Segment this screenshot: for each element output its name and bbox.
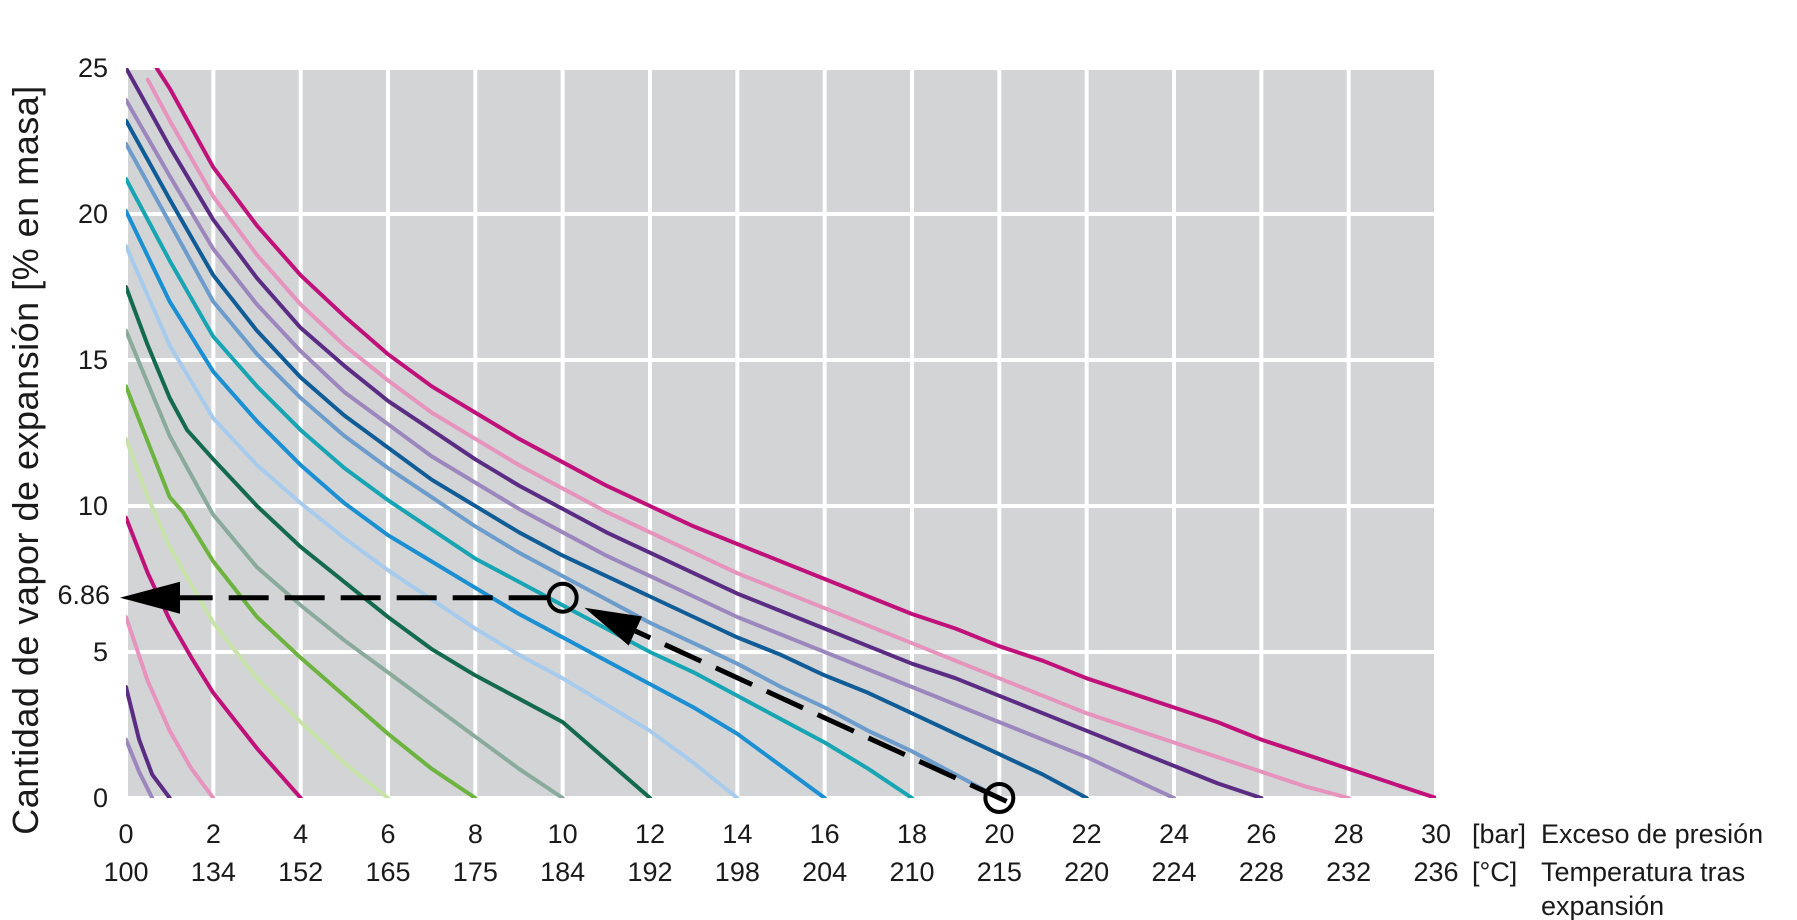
x-tick-4: 8: [468, 819, 483, 849]
x-tick-0: 0: [118, 819, 133, 849]
diagonal-arrowhead: [584, 607, 643, 646]
plot-background: [126, 68, 1436, 798]
x-tick-7: 14: [722, 819, 752, 849]
x-tick-6: 12: [635, 819, 665, 849]
y-tick-3: 15: [78, 345, 108, 375]
y-tick-4: 20: [78, 199, 108, 229]
series-line-11: [126, 141, 1002, 798]
x2-tick-5: 184: [540, 857, 585, 887]
x2-axis-label-line2: expansión: [1541, 891, 1664, 920]
x2-tick-7: 198: [715, 857, 760, 887]
series-line-1: [126, 737, 155, 798]
x2-tick-0: 100: [103, 857, 148, 887]
series-line-13: [126, 98, 1176, 798]
x-tick-15: 30: [1421, 819, 1451, 849]
x2-tick-14: 232: [1326, 857, 1371, 887]
x2-tick-10: 215: [977, 857, 1022, 887]
x2-axis-label-line1: Temperatura tras: [1541, 857, 1745, 887]
y-tick-labels: 0 5 10 15 20 25: [78, 53, 108, 813]
x-tick-3: 6: [380, 819, 395, 849]
x2-tick-8: 204: [802, 857, 847, 887]
x-tick-labels: 0 2 4 6 8 10 12 14 16 18 20 22 24 26 28 30: [118, 819, 1451, 849]
x2-tick-4: 175: [453, 857, 498, 887]
x-tick-13: 26: [1246, 819, 1276, 849]
horizontal-arrowhead: [120, 581, 180, 614]
x2-axis-unit: [°C]: [1472, 857, 1517, 887]
x2-tick-labels: 100 134 152 165 175 184 192 198 204 210 215 220 224 2…: [103, 857, 1458, 887]
series-line-0: [126, 685, 172, 798]
y-tick-1: 5: [93, 637, 108, 667]
x-tick-10: 20: [984, 819, 1014, 849]
x2-tick-12: 224: [1151, 857, 1196, 887]
series-line-7: [126, 285, 652, 798]
x-tick-9: 18: [897, 819, 927, 849]
x2-tick-15: 236: [1413, 857, 1458, 887]
x2-tick-6: 192: [627, 857, 672, 887]
x2-tick-2: 152: [278, 857, 323, 887]
x-tick-5: 10: [548, 819, 578, 849]
x2-tick-1: 134: [191, 857, 236, 887]
series-line-14: [126, 68, 1264, 798]
series-line-4: [126, 436, 390, 798]
x-tick-14: 28: [1334, 819, 1364, 849]
highlight-value-label: 6.86: [57, 580, 110, 610]
x-tick-12: 24: [1159, 819, 1189, 849]
series-line-3: [126, 515, 303, 798]
x2-tick-11: 220: [1064, 857, 1109, 887]
start-point-circle: [983, 782, 1016, 814]
series-line-2: [126, 615, 216, 798]
x-tick-11: 22: [1072, 819, 1102, 849]
series-line-6: [126, 328, 565, 798]
x-axis-label: Exceso de presión: [1541, 819, 1763, 849]
x-tick-2: 4: [293, 819, 308, 849]
x2-tick-9: 210: [889, 857, 934, 887]
y-tick-0: 0: [93, 783, 108, 813]
annotation-group: [120, 581, 1016, 814]
x2-tick-13: 228: [1239, 857, 1284, 887]
y-tick-2: 10: [78, 491, 108, 521]
y-axis-title: Cantidad de vapor de expansión [% en mas…: [5, 85, 46, 834]
x-tick-8: 16: [810, 819, 840, 849]
series-line-5: [126, 384, 478, 798]
series-line-15: [145, 77, 1351, 798]
x-axis-unit: [bar]: [1472, 819, 1526, 849]
mid-point-circle: [546, 581, 579, 614]
y-tick-5: 25: [78, 53, 108, 83]
x-tick-1: 2: [206, 819, 221, 849]
diagonal-dashed-line: [634, 628, 1008, 804]
series-line-12: [126, 118, 1089, 798]
series-line-10: [126, 177, 914, 798]
series-line-9: [126, 209, 827, 798]
x2-tick-3: 165: [365, 857, 410, 887]
series-line-16: [154, 68, 1436, 798]
